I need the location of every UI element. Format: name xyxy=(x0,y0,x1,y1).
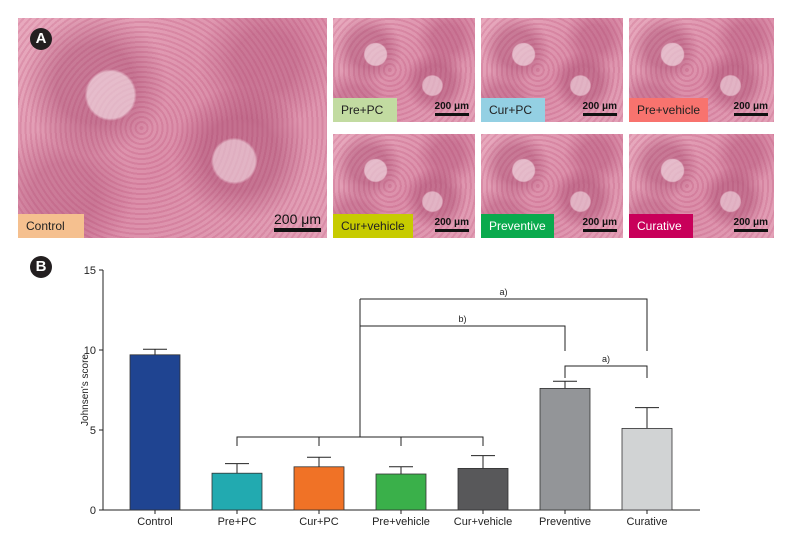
bar-cur-vehicle xyxy=(457,467,509,511)
scale-bar-line xyxy=(582,113,617,116)
micrograph-preventive: Preventive 200 μm xyxy=(481,134,623,238)
y-tick-label: 10 xyxy=(84,345,96,357)
x-tick-label: Cur+vehicle xyxy=(454,516,512,528)
x-tick-label: Pre+PC xyxy=(218,516,257,528)
scale-bar-text: 200 μm xyxy=(733,217,768,228)
bar-curative xyxy=(621,427,673,511)
bar-pre-pc xyxy=(211,472,263,511)
bar-control xyxy=(129,354,181,511)
micrograph-label: Cur+PC xyxy=(481,98,545,122)
micrograph-pre-pc: Pre+PC 200 μm xyxy=(333,18,475,122)
bar-pre-vehicle xyxy=(375,473,427,511)
micrograph-label: Cur+vehicle xyxy=(333,214,413,238)
significance-bracket xyxy=(360,325,566,351)
micrograph-curative: Curative 200 μm xyxy=(629,134,774,238)
x-tick-label: Cur+PC xyxy=(299,516,338,528)
x-tick-label: Preventive xyxy=(539,516,591,528)
scale-bar: 200 μm xyxy=(434,101,469,116)
significance-label: a) xyxy=(499,287,507,297)
scale-bar-line xyxy=(274,228,321,232)
micrograph-control: Control 200 μm xyxy=(18,18,327,238)
scale-bar-line xyxy=(434,113,469,116)
x-tick-label: Curative xyxy=(627,516,668,528)
significance-bracket xyxy=(564,365,648,378)
scale-bar-text: 200 μm xyxy=(434,217,469,228)
y-tick-label: 5 xyxy=(90,425,96,437)
x-tick-label: Control xyxy=(137,516,172,528)
scale-bar-text: 200 μm xyxy=(582,101,617,112)
scale-bar-text: 200 μm xyxy=(434,101,469,112)
x-tick-label: Pre+vehicle xyxy=(372,516,430,528)
scale-bar-line xyxy=(733,229,768,232)
scale-bar: 200 μm xyxy=(274,211,321,232)
panel-b-badge: B xyxy=(30,256,52,278)
scale-bar-text: 200 μm xyxy=(582,217,617,228)
y-tick-label: 0 xyxy=(90,505,96,517)
micrograph-label: Curative xyxy=(629,214,693,238)
group-bracket xyxy=(236,436,484,446)
bar-cur-pc xyxy=(293,466,345,511)
micrograph-label: Preventive xyxy=(481,214,554,238)
scale-bar-text: 200 μm xyxy=(733,101,768,112)
scale-bar: 200 μm xyxy=(434,217,469,232)
scale-bar-line xyxy=(733,113,768,116)
tissue-image xyxy=(18,18,327,238)
micrograph-label: Pre+PC xyxy=(333,98,397,122)
y-axis-label: Johnsen's score xyxy=(80,354,91,426)
micrograph-pre-vehicle: Pre+vehicle 200 μm xyxy=(629,18,774,122)
scale-bar: 200 μm xyxy=(582,101,617,116)
micrograph-cur-vehicle: Cur+vehicle 200 μm xyxy=(333,134,475,238)
scale-bar-line xyxy=(434,229,469,232)
micrograph-label: Control xyxy=(18,214,84,238)
micrograph-label: Pre+vehicle xyxy=(629,98,709,122)
scale-bar: 200 μm xyxy=(733,217,768,232)
significance-bracket xyxy=(360,298,648,351)
scale-bar-line xyxy=(582,229,617,232)
panel-a-badge: A xyxy=(30,28,52,50)
micrograph-cur-pc: Cur+PC 200 μm xyxy=(481,18,623,122)
significance-label: a) xyxy=(602,354,610,364)
scale-bar: 200 μm xyxy=(733,101,768,116)
scale-bar: 200 μm xyxy=(582,217,617,232)
bar-preventive xyxy=(539,387,591,511)
significance-label: b) xyxy=(458,314,466,324)
y-tick-label: 15 xyxy=(84,265,96,277)
scale-bar-text: 200 μm xyxy=(274,211,321,227)
